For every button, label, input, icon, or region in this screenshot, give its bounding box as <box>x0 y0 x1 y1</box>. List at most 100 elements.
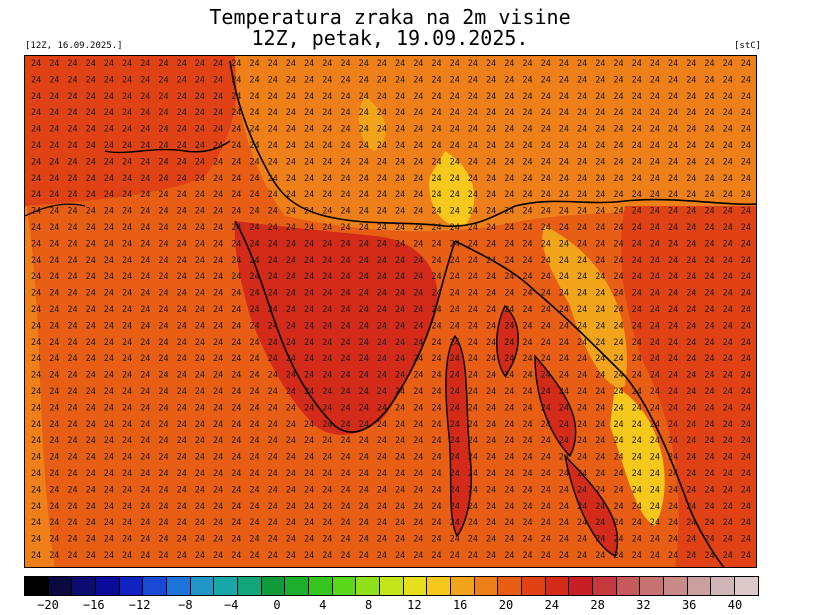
grid-value: 24 <box>86 223 96 233</box>
grid-value: 24 <box>213 485 223 495</box>
grid-value: 24 <box>340 75 350 85</box>
grid-value: 24 <box>413 436 423 446</box>
grid-value: 24 <box>741 305 751 315</box>
grid-value: 24 <box>632 551 642 561</box>
grid-value: 24 <box>632 338 642 348</box>
grid-value: 24 <box>431 92 441 102</box>
grid-value: 24 <box>413 338 423 348</box>
grid-value: 24 <box>632 387 642 397</box>
grid-value: 24 <box>213 75 223 85</box>
grid-value: 24 <box>140 108 150 118</box>
legend-tick-label: 0 <box>273 598 281 612</box>
grid-value: 24 <box>122 420 132 430</box>
grid-value: 24 <box>704 403 714 413</box>
grid-value: 24 <box>741 338 751 348</box>
grid-value: 24 <box>140 387 150 397</box>
grid-value: 24 <box>359 92 369 102</box>
grid-value: 24 <box>322 535 332 545</box>
grid-value: 24 <box>541 535 551 545</box>
grid-value: 24 <box>632 92 642 102</box>
grid-value: 24 <box>450 157 460 167</box>
grid-value: 24 <box>577 59 587 69</box>
grid-value: 24 <box>741 551 751 561</box>
grid-value: 24 <box>559 289 569 299</box>
grid-value: 24 <box>67 387 77 397</box>
temperature-field: 24 24 24 24 24 24 24 24 24 24 24 24 24 24 24 24 24 24 24 24… <box>25 56 756 567</box>
grid-value: 24 <box>377 403 387 413</box>
grid-value: 24 <box>177 125 187 135</box>
grid-value: 24 <box>468 420 478 430</box>
grid-value: 24 <box>49 272 59 282</box>
grid-value: 24 <box>104 174 114 184</box>
grid-value: 24 <box>468 239 478 249</box>
grid-value: 24 <box>486 108 496 118</box>
grid-value: 24 <box>377 371 387 381</box>
grid-value: 24 <box>359 59 369 69</box>
grid-value: 24 <box>67 108 77 118</box>
grid-value: 24 <box>322 518 332 528</box>
grid-value: 24 <box>122 157 132 167</box>
grid-value: 24 <box>158 272 168 282</box>
grid-value: 24 <box>650 453 660 463</box>
grid-value: 24 <box>340 239 350 249</box>
grid-value: 24 <box>86 190 96 200</box>
grid-value: 24 <box>31 420 41 430</box>
grid-value: 24 <box>668 338 678 348</box>
grid-value: 24 <box>140 338 150 348</box>
grid-value: 24 <box>668 157 678 167</box>
grid-value: 24 <box>304 190 314 200</box>
grid-value: 24 <box>322 239 332 249</box>
grid-value: 24 <box>213 141 223 151</box>
grid-value: 24 <box>450 141 460 151</box>
grid-value: 24 <box>249 485 259 495</box>
grid-value: 24 <box>195 272 205 282</box>
grid-value: 24 <box>49 453 59 463</box>
grid-value: 24 <box>140 141 150 151</box>
grid-value: 24 <box>140 436 150 446</box>
grid-value: 24 <box>140 157 150 167</box>
grid-value: 24 <box>723 289 733 299</box>
grid-value: 24 <box>377 141 387 151</box>
grid-value: 24 <box>31 272 41 282</box>
grid-value: 24 <box>158 125 168 135</box>
grid-value: 24 <box>377 75 387 85</box>
grid-value: 24 <box>541 436 551 446</box>
grid-value: 24 <box>613 387 623 397</box>
grid-value: 24 <box>213 354 223 364</box>
grid-value: 24 <box>213 453 223 463</box>
grid-value: 24 <box>468 207 478 217</box>
grid-value: 24 <box>595 289 605 299</box>
grid-value: 24 <box>231 502 241 512</box>
grid-value: 24 <box>359 289 369 299</box>
grid-value: 24 <box>741 469 751 479</box>
grid-value: 24 <box>577 174 587 184</box>
grid-value: 24 <box>468 387 478 397</box>
grid-value: 24 <box>158 535 168 545</box>
grid-value: 24 <box>559 157 569 167</box>
grid-value: 24 <box>486 485 496 495</box>
grid-value: 24 <box>613 403 623 413</box>
grid-value: 24 <box>468 75 478 85</box>
grid-value: 24 <box>486 321 496 331</box>
legend-swatch <box>711 577 736 595</box>
grid-value: 24 <box>268 551 278 561</box>
grid-value: 24 <box>195 469 205 479</box>
grid-value: 24 <box>468 223 478 233</box>
grid-value: 24 <box>522 420 532 430</box>
grid-value: 24 <box>468 354 478 364</box>
grid-value: 24 <box>668 289 678 299</box>
grid-value: 24 <box>559 535 569 545</box>
grid-value: 24 <box>31 387 41 397</box>
grid-value: 24 <box>31 174 41 184</box>
grid-value: 24 <box>650 207 660 217</box>
grid-value: 24 <box>486 223 496 233</box>
grid-value: 24 <box>49 354 59 364</box>
grid-value: 24 <box>395 436 405 446</box>
grid-value: 24 <box>140 551 150 561</box>
grid-value: 24 <box>704 223 714 233</box>
grid-value: 24 <box>286 239 296 249</box>
grid-value: 24 <box>195 157 205 167</box>
grid-value: 24 <box>704 354 714 364</box>
grid-value: 24 <box>704 92 714 102</box>
grid-value: 24 <box>613 535 623 545</box>
